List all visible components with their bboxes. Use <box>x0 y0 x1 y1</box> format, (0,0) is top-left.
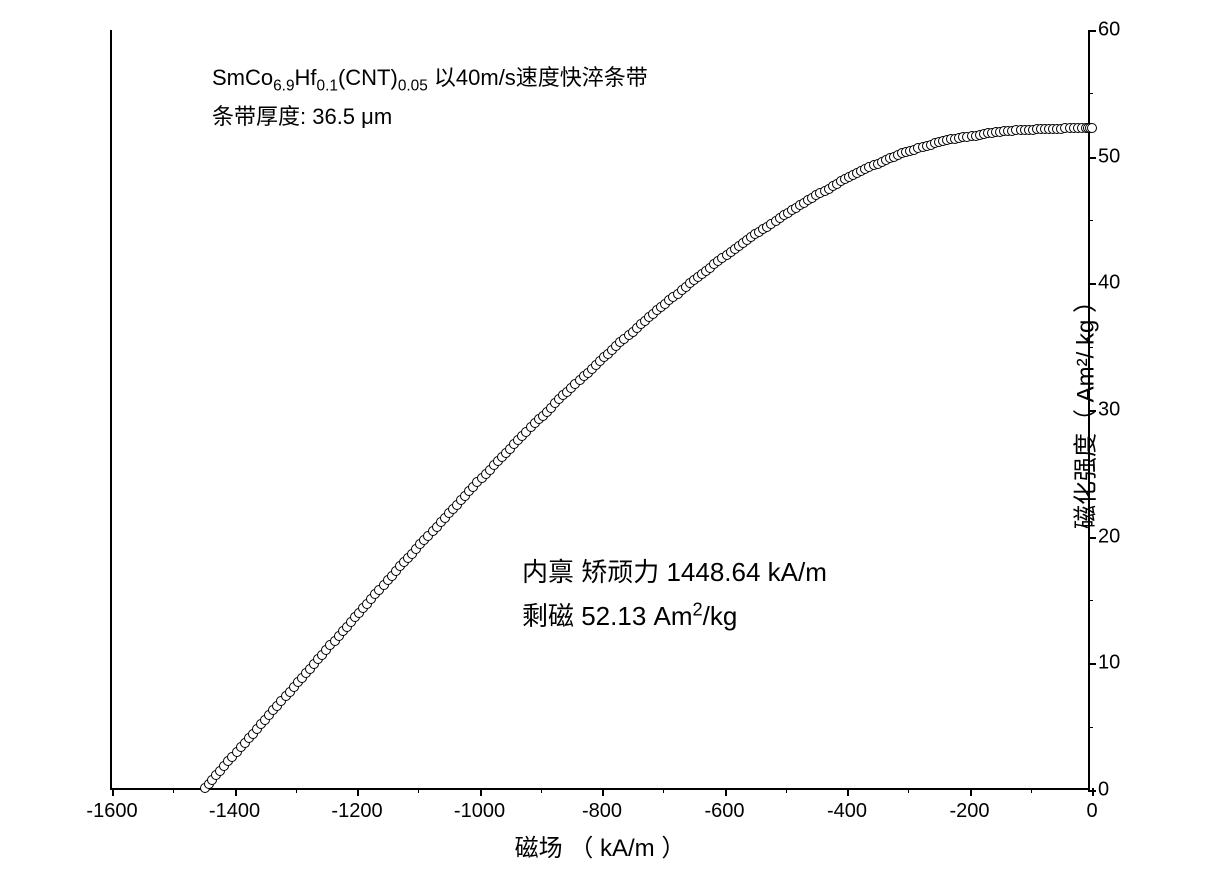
y-tick-label: 10 <box>1098 652 1138 675</box>
y-tick <box>1088 30 1096 32</box>
x-tick <box>725 788 727 796</box>
x-tick-minor <box>663 788 664 793</box>
remanence-prefix: 剩磁 52.13 Am <box>522 601 693 631</box>
y-tick <box>1088 663 1096 665</box>
annotation-magnetic-props: 内禀 矫顽力 1448.64 kA/m 剩磁 52.13 Am2/kg <box>522 550 827 638</box>
formula-smco: SmCo <box>212 65 273 90</box>
y-tick-minor <box>1088 220 1093 221</box>
y-tick-label: 0 <box>1098 779 1138 802</box>
formula-sub2: 0.1 <box>317 77 338 94</box>
y-tick-minor <box>1088 600 1093 601</box>
x-tick-minor <box>908 788 909 793</box>
y-tick-minor <box>1088 473 1093 474</box>
y-tick-label: 50 <box>1098 145 1138 168</box>
y-tick <box>1088 283 1096 285</box>
x-tick <box>602 788 604 796</box>
x-tick-label: -200 <box>949 800 989 823</box>
formula-sub1: 6.9 <box>273 77 294 94</box>
x-tick <box>112 788 114 796</box>
y-tick-minor <box>1088 347 1093 348</box>
x-tick <box>970 788 972 796</box>
x-tick-label: -400 <box>827 800 867 823</box>
formula-sub3: 0.05 <box>398 77 428 94</box>
annotation-coercivity: 内禀 矫顽力 1448.64 kA/m <box>522 550 827 594</box>
annotation-sample-info: SmCo6.9Hf0.1(CNT)0.05 以40m/s速度快淬条带 条带厚度:… <box>212 60 648 134</box>
y-tick <box>1088 410 1096 412</box>
x-tick-label: -800 <box>582 800 622 823</box>
x-tick <box>847 788 849 796</box>
x-tick-label: -1000 <box>454 800 505 823</box>
x-tick-minor <box>541 788 542 793</box>
y-tick-label: 20 <box>1098 525 1138 548</box>
annotation-thickness: 条带厚度: 36.5 μm <box>212 99 648 134</box>
x-tick-minor <box>296 788 297 793</box>
formula-hf: Hf <box>295 65 317 90</box>
plot-area: SmCo6.9Hf0.1(CNT)0.05 以40m/s速度快淬条带 条带厚度:… <box>110 30 1090 790</box>
data-point <box>1087 123 1097 133</box>
x-axis-label: 磁场 （ kA/m ） <box>515 828 686 863</box>
x-tick-minor <box>1031 788 1032 793</box>
y-tick-label: 40 <box>1098 272 1138 295</box>
x-tick-minor <box>173 788 174 793</box>
y-tick-minor <box>1088 93 1093 94</box>
y-tick <box>1088 790 1096 792</box>
remanence-suffix: /kg <box>703 601 738 631</box>
remanence-sup: 2 <box>693 600 703 620</box>
y-tick-label: 60 <box>1098 19 1138 42</box>
y-tick-label: 30 <box>1098 399 1138 422</box>
formula-cnt: (CNT) <box>338 65 398 90</box>
x-tick-label: -1200 <box>331 800 382 823</box>
formula-suffix: 以40m/s速度快淬条带 <box>428 65 648 90</box>
x-tick-minor <box>786 788 787 793</box>
y-tick-minor <box>1088 727 1093 728</box>
x-tick-minor <box>418 788 419 793</box>
x-tick-label: -600 <box>704 800 744 823</box>
y-axis-label: 磁化强度（ Am²/ kg ） <box>1065 289 1100 529</box>
y-tick <box>1088 157 1096 159</box>
x-tick <box>480 788 482 796</box>
annotation-formula-line: SmCo6.9Hf0.1(CNT)0.05 以40m/s速度快淬条带 <box>212 60 648 99</box>
x-tick <box>235 788 237 796</box>
x-tick <box>357 788 359 796</box>
annotation-remanence: 剩磁 52.13 Am2/kg <box>522 594 827 638</box>
x-tick-label: 0 <box>1086 800 1097 823</box>
chart-container: SmCo6.9Hf0.1(CNT)0.05 以40m/s速度快淬条带 条带厚度:… <box>30 20 1170 820</box>
x-tick-label: -1600 <box>86 800 137 823</box>
x-tick-label: -1400 <box>209 800 260 823</box>
y-tick <box>1088 537 1096 539</box>
